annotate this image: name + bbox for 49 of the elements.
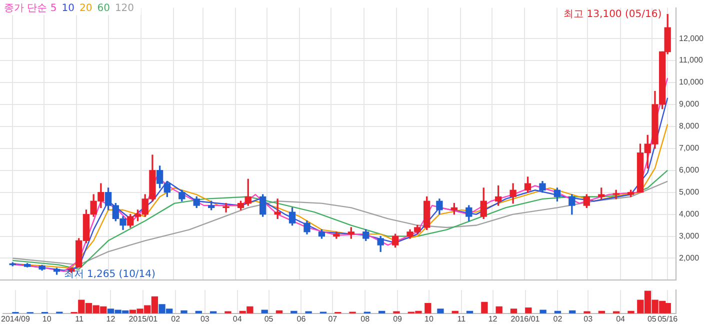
bar [261,310,268,314]
x-tick-label: 08 [360,314,370,324]
x-tick-label: 05 [264,314,274,324]
x-tick-label: 12 [488,314,498,324]
x-tick-label: 2016/01 [510,314,540,324]
y-tick-label: 3,000 [679,231,700,240]
x-tick-label: 10 [424,314,434,324]
text: 120 [114,3,134,14]
y-tick-label: 5,000 [679,188,700,197]
bar [481,302,488,314]
x-tick-label: 02 [553,314,563,324]
x-tick-label: 2014/09 [1,314,30,324]
x-tick-label: 06 [296,314,306,324]
y-tick-label: 4,000 [679,210,700,218]
x-tick-label: 03 [200,314,210,324]
x-tick-label: 07 [328,314,338,324]
x-tick-label: 05 [647,314,657,324]
bar [525,308,532,314]
bar [510,308,518,314]
x-tick-label: 09 [393,314,403,324]
text: 종가 단순 5 [4,3,57,14]
bar [437,308,444,314]
bar [540,310,546,314]
x-tick-label: 02 [171,314,181,324]
y-tick-label: 2,000 [679,253,700,262]
y-tick-label: 12,000 [679,34,704,43]
annotation: 최저 1,265 (10/14) [64,268,156,280]
x-tick-label: 11 [457,314,466,324]
x-tick-label: 05/16 [658,314,678,324]
text: 10 [62,3,74,14]
annotation: 최고 13,100 (05/16) [564,8,662,20]
y-tick-label: 6,000 [679,166,700,175]
x-tick-label: 04 [616,314,626,324]
x-tick-label: 03 [584,314,594,324]
text: 60 [97,3,110,14]
x-tick-label: 10 [42,314,52,324]
y-tick-label: 11,000 [679,56,704,65]
bar [424,303,432,314]
candlestick [612,190,620,200]
y-tick-label: 7,000 [679,144,700,153]
y-tick-label: 10,000 [679,78,704,87]
x-tick-label: 2015/01 [128,314,158,324]
y-tick-label: 8,000 [679,122,700,131]
bar [496,306,502,314]
y-tick-label: 9,000 [679,100,700,109]
x-tick-label: 04 [232,314,242,324]
text: 20 [79,3,92,14]
x-tick-label: 11 [75,314,84,324]
x-tick-label: 12 [106,314,116,324]
